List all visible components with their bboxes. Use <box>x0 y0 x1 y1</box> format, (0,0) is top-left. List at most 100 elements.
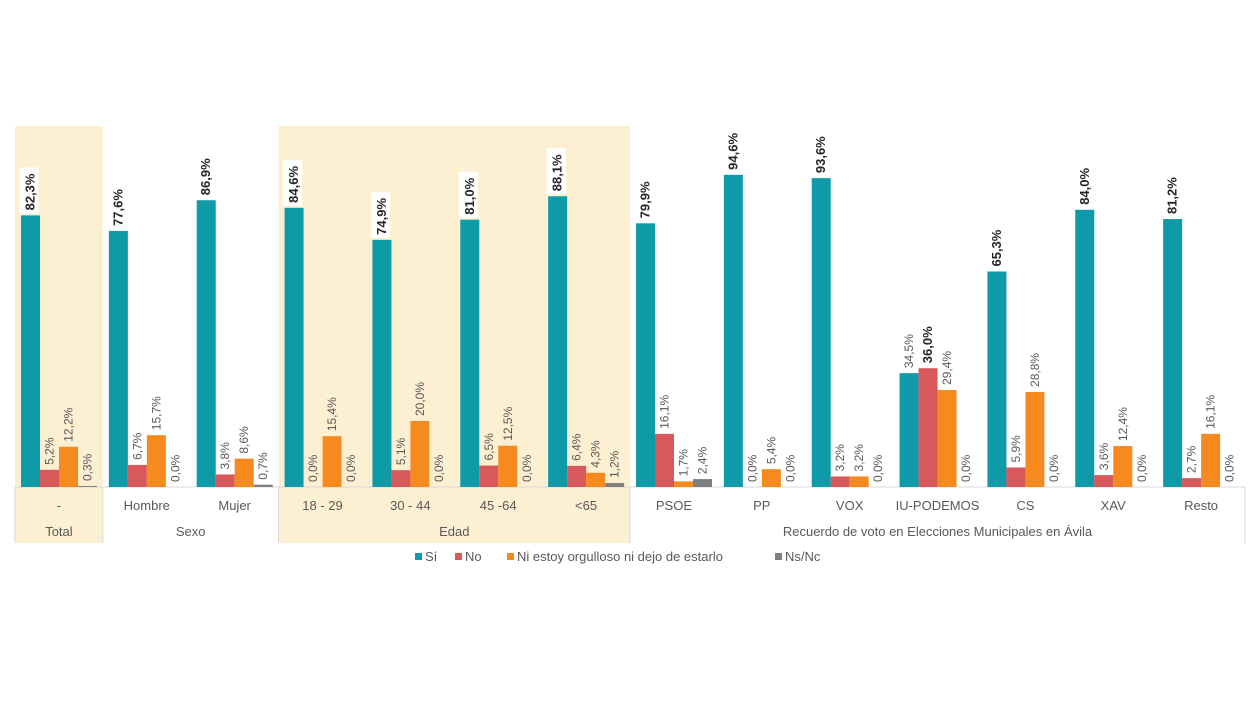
value-label-box <box>19 167 39 214</box>
value-label: 6,5% <box>482 433 496 461</box>
value-label: 28,8% <box>1028 353 1042 387</box>
legend-swatch <box>455 553 462 560</box>
legend: Sí No Ni estoy orgulloso ni dejo de estarl… <box>415 549 821 564</box>
highlight-bands <box>15 126 630 543</box>
value-label: 0,0% <box>783 454 797 482</box>
value-label: 88,1% <box>546 148 566 195</box>
value-label-text: 6,5% <box>482 433 496 461</box>
value-label-box <box>1073 161 1093 208</box>
bar-0 <box>548 196 568 487</box>
value-label-box <box>985 223 1005 270</box>
bar-3 <box>253 484 273 487</box>
group-label: Total <box>45 524 73 539</box>
category-tick-label: - <box>57 498 61 513</box>
value-label-text: 29,4% <box>940 351 954 385</box>
value-label: 5,1% <box>394 437 408 465</box>
value-label: 12,5% <box>501 406 515 440</box>
value-label-text: 0,0% <box>1223 454 1237 482</box>
bar-3 <box>605 483 625 487</box>
category-tick-label: Hombre <box>124 498 170 513</box>
value-label-text: 12,5% <box>501 406 515 440</box>
bars <box>21 174 1221 488</box>
value-label-text: 0,0% <box>1135 454 1149 482</box>
bar-2 <box>146 435 166 487</box>
legend-item: Ns/Nc <box>775 549 821 564</box>
bar-2 <box>849 476 869 487</box>
bar-1 <box>215 474 235 487</box>
value-label-text: 0,0% <box>1047 454 1061 482</box>
bar-1 <box>830 476 850 487</box>
bar-1 <box>391 470 411 487</box>
value-label: 1,7% <box>677 449 691 477</box>
category-tick-label: 45 -64 <box>480 498 517 513</box>
value-label: 15,7% <box>149 396 163 430</box>
legend-item: No <box>455 549 482 564</box>
value-label-text: 0,7% <box>256 452 270 480</box>
value-label-text: 0,0% <box>871 454 885 482</box>
value-label-text: 0,3% <box>81 453 95 481</box>
value-label-box <box>283 159 303 206</box>
bar-2 <box>1025 391 1045 487</box>
bar-1 <box>918 368 938 487</box>
value-label-text: 77,6% <box>110 189 125 226</box>
value-label: 82,3% <box>19 167 39 214</box>
value-label-text: 15,4% <box>325 397 339 431</box>
value-label: 74,9% <box>370 191 390 238</box>
value-label-text: 1,2% <box>608 450 622 478</box>
bar-1 <box>479 465 499 487</box>
value-label: 12,4% <box>1116 407 1130 441</box>
value-label-box <box>546 148 566 195</box>
value-label-text: 12,4% <box>1116 407 1130 441</box>
value-label: 6,7% <box>130 432 144 460</box>
value-label: 81,2% <box>1161 171 1181 218</box>
value-label: 16,1% <box>658 395 672 429</box>
value-label-text: 34,5% <box>902 334 916 368</box>
bar-1 <box>40 469 59 487</box>
value-label: 4,3% <box>589 440 603 468</box>
legend-label: Ni estoy orgulloso ni dejo de estarlo <box>517 549 723 564</box>
category-tick-label: Mujer <box>218 498 251 513</box>
value-label: 0,0% <box>432 454 446 482</box>
value-label-text: 16,1% <box>1204 395 1218 429</box>
bar-1 <box>1006 467 1026 487</box>
bar-0 <box>460 219 480 487</box>
value-label: 84,6% <box>283 159 303 206</box>
value-label-box <box>370 191 390 238</box>
value-label-text: 86,9% <box>198 158 213 195</box>
value-label: 81,0% <box>458 171 478 218</box>
value-label-text: 0,0% <box>745 454 759 482</box>
bar-2 <box>234 458 254 487</box>
value-label-text: 1,7% <box>677 449 691 477</box>
value-label-box <box>810 130 830 177</box>
value-label-text: 8,6% <box>237 426 251 454</box>
value-label-text: 81,0% <box>462 177 477 214</box>
bar-2 <box>1113 446 1133 487</box>
value-label-text: 2,7% <box>1185 445 1199 473</box>
category-tick-label: <65 <box>575 498 597 513</box>
value-label-box <box>634 175 654 222</box>
value-label: 2,4% <box>696 446 710 474</box>
value-label-text: 20,0% <box>413 382 427 416</box>
bar-0 <box>1075 209 1095 488</box>
value-label: 77,6% <box>107 182 127 229</box>
value-label: 20,0% <box>413 382 427 416</box>
value-label-text: 74,9% <box>374 198 389 235</box>
value-label: 3,8% <box>218 442 232 470</box>
bar-1 <box>127 464 147 487</box>
value-label-text: 0,0% <box>306 454 320 482</box>
category-tick-label: PP <box>753 498 770 513</box>
legend-label: Sí <box>425 549 438 564</box>
bar-0 <box>21 215 40 487</box>
value-label: 86,9% <box>195 152 215 199</box>
value-label: 0,0% <box>1047 454 1061 482</box>
value-label-text: 79,9% <box>638 181 653 218</box>
value-label-text: 16,1% <box>658 395 672 429</box>
value-label-text: 4,3% <box>589 440 603 468</box>
value-label: 84,0% <box>1073 161 1093 208</box>
value-labels: 82,3% 5,2% 12,2% 0,3% 77,6% 6,7% 15,7% 0,0% 86,9… <box>19 126 1237 482</box>
bar-1 <box>567 465 587 487</box>
legend-swatch <box>775 553 782 560</box>
value-label-text: 82,3% <box>23 173 38 210</box>
bar-2 <box>1201 433 1221 487</box>
bar-2 <box>498 445 518 487</box>
